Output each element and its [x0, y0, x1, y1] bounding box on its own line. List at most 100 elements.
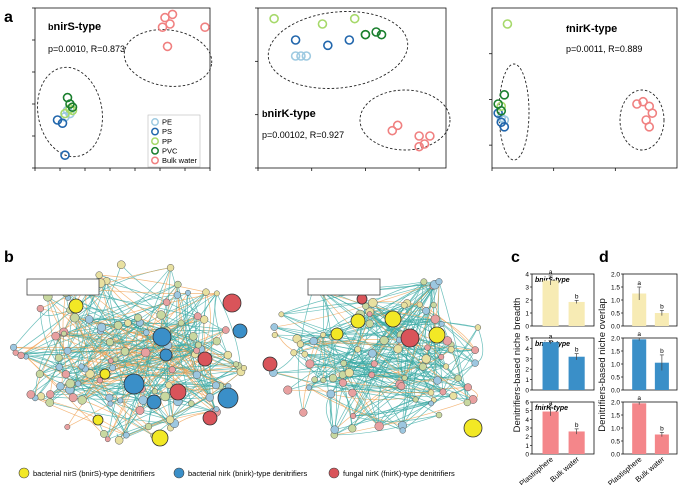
- hub-node: [262, 356, 278, 372]
- network-node: [84, 315, 94, 324]
- group-ellipse: [359, 89, 451, 151]
- network-edge: [67, 329, 227, 428]
- network-node: [348, 388, 357, 397]
- network-node: [439, 388, 447, 396]
- network-edge: [334, 399, 474, 436]
- network-edge: [334, 358, 427, 436]
- network-node: [435, 411, 443, 419]
- network-node: [162, 298, 171, 306]
- bar-panel-frame: [622, 401, 678, 455]
- network-node: [100, 430, 108, 438]
- bar: [542, 342, 559, 390]
- y-tick-label: 0.0: [611, 452, 620, 459]
- stats-text: p=0.00102, R=0.927: [262, 130, 344, 140]
- y-axis-label: Denitrifiers-based niche breadth: [512, 298, 523, 433]
- y-axis-label: Denitrifiers-based niche overlap: [597, 298, 608, 432]
- title-main: nirS-type: [54, 21, 102, 33]
- network-node: [401, 374, 408, 381]
- legend-label: Bulk water: [162, 156, 198, 165]
- y-tick-label: 1.0: [611, 298, 620, 305]
- network-node: [96, 377, 104, 384]
- bar: [568, 356, 585, 390]
- network-node: [168, 366, 176, 374]
- data-point: [296, 51, 306, 61]
- network-node: [340, 360, 348, 367]
- legend-marker: [151, 137, 159, 146]
- network-edge: [84, 317, 139, 370]
- data-point: [371, 27, 381, 37]
- y-tick-label: 0.5: [611, 311, 620, 318]
- network-node: [278, 311, 285, 318]
- network-node: [320, 331, 327, 338]
- edges: [273, 281, 484, 436]
- network-edge: [313, 340, 476, 351]
- network-node: [114, 436, 124, 445]
- panel-label-a: a: [4, 9, 13, 26]
- network-node: [107, 400, 114, 407]
- y-tick-label: 5: [525, 336, 529, 343]
- network-edge: [369, 313, 474, 400]
- data-point: [425, 131, 435, 141]
- network-node: [36, 304, 45, 313]
- network-node: [223, 350, 233, 360]
- network-node: [374, 421, 384, 431]
- network-node: [270, 323, 279, 331]
- network-node: [427, 389, 435, 396]
- group-ellipse: [619, 89, 665, 151]
- network-node: [379, 335, 389, 345]
- hub-node: [92, 414, 104, 426]
- network-node: [64, 424, 71, 430]
- network-edge: [57, 293, 217, 338]
- network-edge: [304, 353, 454, 397]
- data-point: [414, 131, 424, 141]
- network-node: [156, 310, 166, 320]
- y-tick-label: 1: [525, 443, 529, 450]
- data-point: [414, 141, 424, 152]
- network-node: [45, 398, 55, 407]
- network-node: [438, 353, 445, 360]
- bar: [632, 339, 647, 390]
- network-node: [393, 344, 403, 354]
- network-node: [233, 361, 240, 368]
- network-plastisphere: [10, 260, 248, 447]
- network-node: [271, 332, 278, 339]
- data-point: [60, 150, 70, 160]
- network-edge: [35, 397, 127, 436]
- bar: [632, 403, 647, 454]
- network-node: [449, 391, 458, 400]
- data-point: [360, 29, 371, 40]
- network-node: [75, 380, 82, 387]
- network-node: [330, 425, 339, 434]
- bar: [632, 293, 647, 326]
- network-node: [299, 408, 308, 417]
- network-node: [61, 370, 70, 379]
- network-edge: [323, 304, 434, 381]
- network-node: [194, 341, 202, 349]
- data-point: [419, 139, 430, 149]
- network-node: [68, 393, 78, 403]
- network-node: [213, 406, 220, 413]
- title-prefix: f: [566, 24, 570, 34]
- hub-node: [197, 351, 213, 367]
- hub-node: [169, 383, 187, 401]
- network-edge: [20, 284, 179, 356]
- data-point: [387, 125, 398, 136]
- data-point: [290, 35, 301, 45]
- network-edge: [371, 374, 459, 382]
- network-node: [37, 392, 46, 401]
- network-node: [140, 347, 151, 358]
- network-edge: [59, 331, 101, 368]
- legend-label: fungal nirK (fnirK)-type denitrifiers: [343, 469, 455, 478]
- y-tick-label: 2: [525, 367, 529, 374]
- network-node: [471, 346, 479, 354]
- network-edge: [293, 352, 324, 381]
- y-tick-label: 2: [525, 298, 529, 305]
- legend-label: PS: [162, 127, 172, 136]
- network-node: [193, 347, 200, 354]
- significance-letter: b: [575, 347, 579, 354]
- network-edge: [322, 291, 337, 436]
- y-tick-label: 1.5: [611, 349, 620, 356]
- network-node: [354, 346, 362, 353]
- network-edge: [20, 288, 78, 356]
- network-node: [61, 330, 67, 337]
